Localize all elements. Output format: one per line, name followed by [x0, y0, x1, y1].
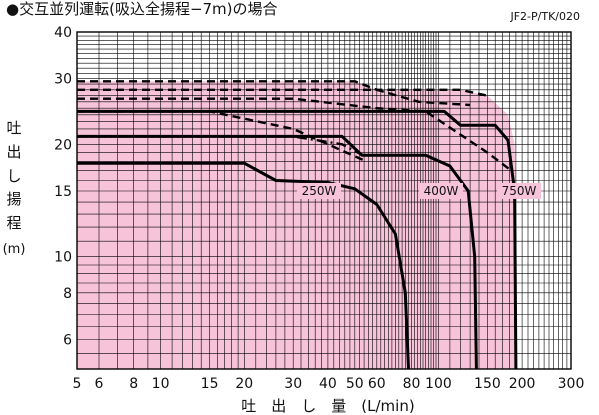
- x-tick-label: 20: [235, 376, 253, 392]
- y-tick-label: 30: [54, 72, 72, 88]
- y-axis-label-char: し: [6, 167, 21, 185]
- series-label-bg: [296, 182, 341, 199]
- y-axis-label-char: 吐: [6, 119, 21, 137]
- x-axis-label: 吐 出 し 量 (L/min): [241, 397, 414, 415]
- y-tick-label: 15: [54, 184, 72, 200]
- x-tick-label: 10: [152, 376, 170, 392]
- chart-title: ●交互並列運転(吸込全揚程−7m)の場合: [6, 0, 278, 18]
- chart-code: JF2-P/TK/020: [509, 10, 580, 23]
- x-tick-label: 30: [284, 376, 302, 392]
- x-axis-ticks: 5 6 8 10 15 20 30 40 50 60 80 100 150 200 300: [73, 376, 585, 392]
- curve-400w: [77, 134, 478, 370]
- operating-range-area: [77, 81, 518, 370]
- series-label-400w: 400W: [424, 184, 459, 198]
- y-tick-label: 10: [54, 250, 72, 266]
- plot-frame: [76, 31, 572, 370]
- curve-250w: [77, 161, 410, 370]
- y-tick-label: 6: [63, 333, 72, 349]
- x-tick-label: 6: [95, 376, 104, 392]
- series-label-bg: [419, 182, 464, 199]
- y-tick-label: 8: [63, 286, 72, 302]
- curve-dashed-7: [77, 80, 488, 97]
- x-tick-label: 100: [425, 376, 452, 392]
- x-tick-label: 5: [73, 376, 82, 392]
- series-label-250w: 250W: [302, 184, 337, 198]
- x-tick-label: 40: [319, 376, 337, 392]
- x-tick-label: 8: [129, 376, 138, 392]
- curve-dashed-4: [77, 110, 367, 163]
- x-tick-label: 300: [558, 376, 585, 392]
- curve-dashed-6: [77, 88, 471, 107]
- x-tick-label: 60: [368, 376, 386, 392]
- x-tick-label: 80: [403, 376, 421, 392]
- y-tick-label: 40: [54, 25, 72, 41]
- operating-range-fill: [77, 81, 518, 370]
- y-axis-label-char: 程: [6, 214, 21, 232]
- chart-grid: [76, 31, 572, 370]
- series-labels: 250W 400W 750W: [296, 182, 542, 199]
- x-tick-label: 50: [346, 376, 364, 392]
- curve-dashdot-3: [77, 135, 367, 159]
- y-axis-label-char: 出: [6, 143, 21, 161]
- y-tick-label: 20: [54, 137, 72, 153]
- x-tick-label: 150: [474, 376, 501, 392]
- x-tick-label: 15: [201, 376, 219, 392]
- y-axis-label-char: (m): [3, 242, 26, 257]
- y-axis-ticks: 6 8 10 15 20 30 40: [54, 25, 72, 349]
- x-tick-label: 200: [509, 376, 536, 392]
- series-label-750w: 750W: [502, 184, 537, 198]
- series-label-bg: [497, 182, 542, 199]
- y-axis-label-char: 揚: [6, 190, 21, 208]
